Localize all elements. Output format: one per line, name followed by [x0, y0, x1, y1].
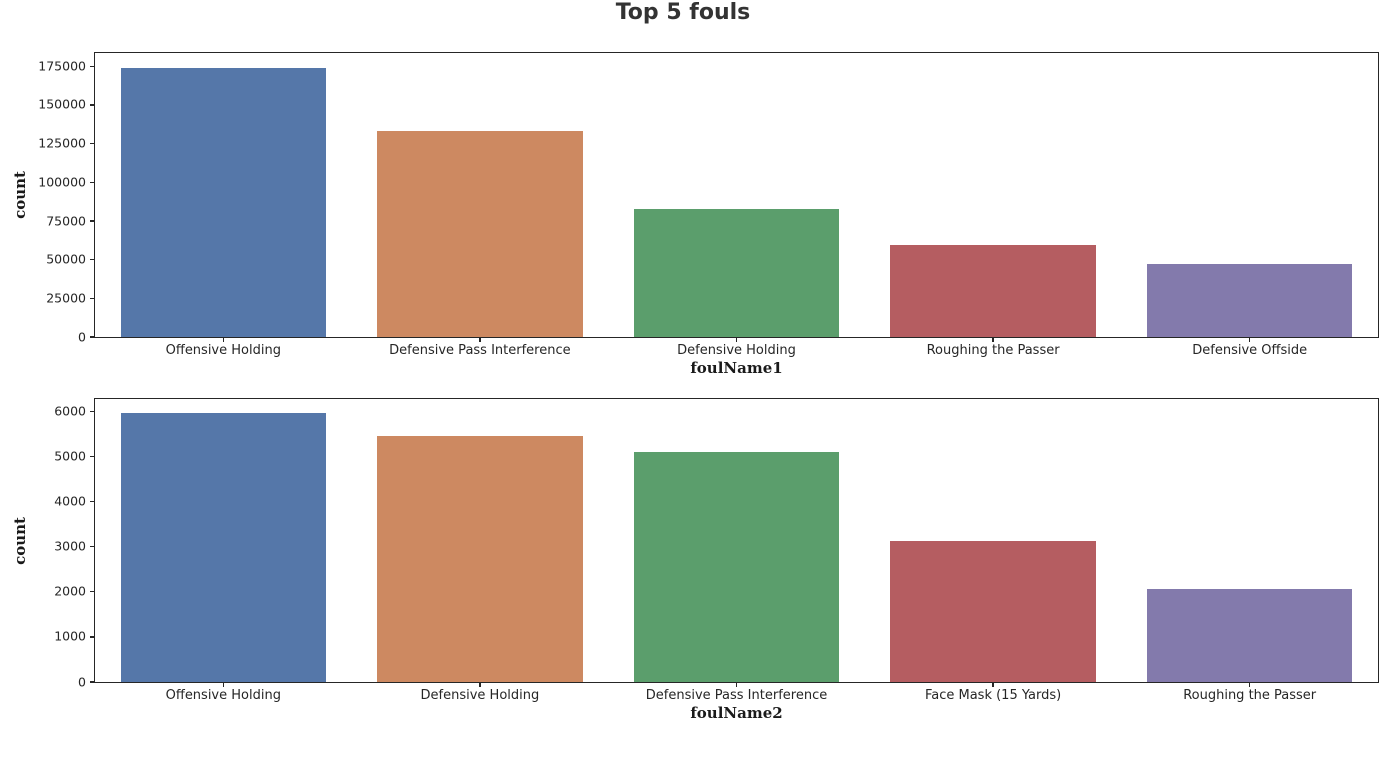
x-tick-mark: [992, 337, 994, 342]
y-axis-label-wrap: count: [9, 53, 31, 337]
y-tick-label: 75000: [46, 212, 86, 228]
bar: [890, 540, 1096, 682]
bar: [1147, 264, 1353, 337]
chart-title: Top 5 fouls: [615, 0, 751, 25]
bar: [890, 244, 1096, 337]
bar: [1147, 589, 1353, 682]
x-tick-label: Defensive Pass Interference: [389, 343, 571, 358]
y-tick-mark: [90, 455, 95, 458]
bottom-chart-axes: 0 1000 2000 3000 4000 5000 6000 Offensive Holdi…: [11, 398, 1379, 721]
y-tick-mark: [90, 336, 95, 338]
y-tick-label: 1000: [54, 628, 86, 644]
y-tick-label: 5000: [54, 448, 86, 464]
bar: [633, 209, 840, 337]
x-tick-mark: [1249, 682, 1251, 687]
x-tick-label: Roughing the Passer: [926, 343, 1060, 358]
x-tick-mark: [222, 682, 224, 687]
x-tick-label: Defensive Holding: [677, 343, 796, 358]
y-tick-label: 0: [78, 328, 86, 344]
x-tick-mark: [479, 337, 481, 342]
x-tick-label: Roughing the Passer: [1183, 688, 1317, 703]
y-tick-label: 125000: [38, 135, 86, 151]
y-tick-mark: [90, 142, 95, 145]
y-tick-mark: [90, 591, 95, 593]
y-axis-label-wrap: count: [9, 399, 31, 682]
x-tick-label: Offensive Holding: [165, 688, 281, 703]
x-tick-mark: [1249, 337, 1251, 342]
y-tick-mark: [90, 681, 95, 683]
y-tick-mark: [90, 545, 95, 548]
y-tick-mark: [90, 410, 95, 412]
y-tick-label: 6000: [54, 402, 86, 418]
y-tick-mark: [90, 104, 95, 106]
y-tick-label: 50000: [46, 251, 86, 267]
y-tick-label: 2000: [54, 583, 86, 599]
bar: [120, 67, 326, 337]
y-tick-label: 3000: [54, 538, 86, 554]
x-tick-label: Defensive Offside: [1192, 343, 1308, 358]
y-tick-label: 150000: [38, 96, 86, 112]
y-tick-label: 0: [78, 673, 86, 689]
y-tick-mark: [90, 297, 95, 300]
y-axis-label: count: [11, 516, 29, 565]
y-tick-label: 100000: [38, 174, 86, 190]
x-tick-label: Face Mask (15 Yards): [924, 688, 1062, 703]
y-tick-mark: [90, 181, 95, 184]
x-tick-label: Offensive Holding: [165, 343, 281, 358]
bar: [377, 131, 583, 337]
y-axis-label: count: [11, 171, 29, 219]
y-tick-mark: [90, 500, 95, 503]
x-tick-mark: [735, 337, 738, 342]
x-tick-mark: [735, 682, 738, 687]
x-tick-label: Defensive Holding: [420, 688, 540, 703]
x-axis-label: foulName2: [690, 704, 783, 722]
y-tick-label: 25000: [46, 290, 86, 306]
bar: [377, 436, 583, 682]
x-tick-mark: [479, 682, 481, 687]
y-tick-mark: [90, 258, 95, 261]
x-tick-label: Defensive Pass Interference: [645, 688, 828, 703]
x-tick-mark: [222, 337, 224, 342]
y-tick-label: 4000: [54, 493, 86, 509]
bar: [120, 413, 326, 682]
x-tick-mark: [992, 682, 994, 687]
y-tick-label: 175000: [38, 58, 86, 74]
bar: [633, 451, 840, 682]
y-tick-mark: [90, 220, 95, 222]
x-axis-label: foulName1: [690, 359, 783, 377]
y-tick-mark: [90, 65, 95, 68]
y-tick-mark: [90, 636, 95, 638]
top-chart-axes: 0 25000 50000 75000 100000 125000 150000 175000…: [11, 52, 1379, 376]
